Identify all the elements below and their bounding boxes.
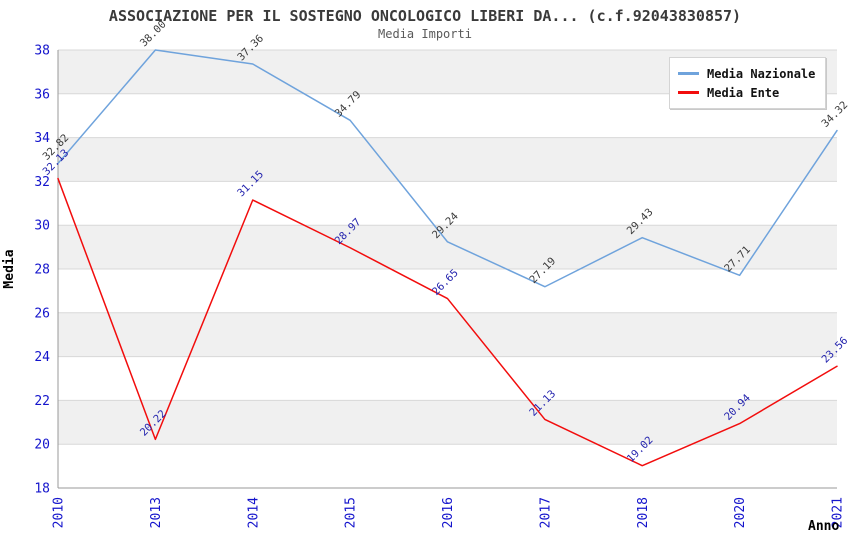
x-tick-label: 2018 bbox=[636, 497, 651, 528]
y-tick-label: 38 bbox=[34, 44, 50, 59]
x-tick-label: 2020 bbox=[733, 497, 748, 528]
data-label: 38.00 bbox=[138, 18, 169, 49]
legend-item-media-nazionale: Media Nazionale bbox=[678, 64, 815, 83]
media-nazionale-swatch-icon bbox=[678, 72, 699, 75]
plot-band bbox=[58, 400, 837, 445]
plot-band bbox=[58, 181, 837, 226]
plot-band bbox=[58, 225, 837, 269]
x-tick-label: 2010 bbox=[52, 497, 67, 528]
plot-band bbox=[58, 356, 837, 401]
x-axis-title: Anno bbox=[808, 519, 839, 534]
media-ente-swatch-icon bbox=[678, 91, 699, 94]
x-tick-label: 2015 bbox=[344, 497, 359, 528]
y-tick-label: 28 bbox=[34, 263, 50, 278]
legend-label: Media Ente bbox=[707, 85, 780, 100]
y-tick-label: 22 bbox=[34, 394, 50, 409]
y-tick-label: 26 bbox=[34, 306, 50, 321]
y-tick-label: 34 bbox=[34, 131, 50, 146]
plot-band bbox=[58, 269, 837, 313]
chart-legend: Media Nazionale Media Ente bbox=[669, 57, 827, 109]
x-tick-label: 2021 bbox=[831, 497, 846, 528]
x-tick-label: 2017 bbox=[538, 497, 553, 528]
chart-subtitle: Media Importi bbox=[378, 27, 472, 41]
y-tick-label: 20 bbox=[34, 438, 50, 453]
plot-band bbox=[58, 444, 837, 488]
y-tick-label: 30 bbox=[34, 219, 50, 234]
series-line-media-ente bbox=[57, 177, 838, 467]
legend-item-media-ente: Media Ente bbox=[678, 83, 815, 102]
x-tick-label: 2016 bbox=[441, 497, 456, 528]
y-tick-label: 18 bbox=[34, 482, 50, 497]
y-tick-label: 32 bbox=[34, 175, 50, 190]
x-tick-label: 2014 bbox=[246, 497, 261, 528]
y-axis-title: Media bbox=[2, 249, 17, 288]
series-line-media-nazionale bbox=[57, 49, 838, 288]
plot-band bbox=[58, 137, 837, 182]
plot-band bbox=[58, 312, 837, 357]
chart-title: ASSOCIAZIONE PER IL SOSTEGNO ONCOLOGICO … bbox=[108, 7, 742, 25]
y-tick-label: 24 bbox=[34, 350, 50, 365]
x-tick-label: 2013 bbox=[149, 497, 164, 528]
y-tick-label: 36 bbox=[34, 87, 50, 102]
legend-label: Media Nazionale bbox=[707, 66, 816, 81]
